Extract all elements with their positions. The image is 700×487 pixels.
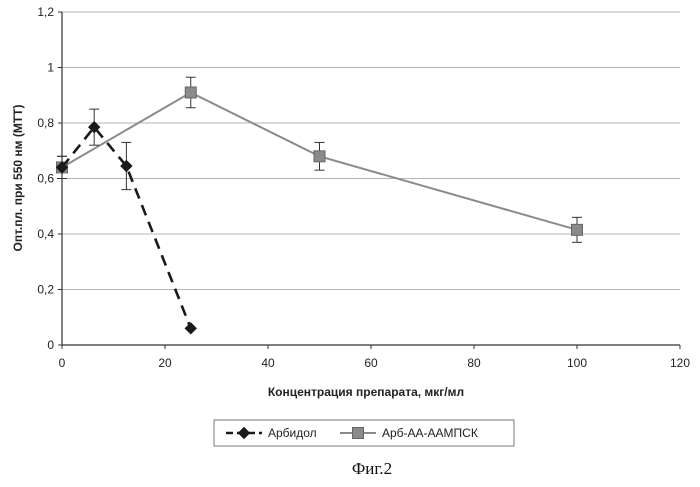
y-tick-labels: 0 0,2 0,4 0,6 0,8 1 1,2 (37, 5, 54, 352)
x-tick-label: 120 (670, 356, 690, 370)
series-layer (57, 77, 583, 334)
y-tick-label: 0,6 (37, 172, 54, 186)
y-tick-label: 0 (47, 338, 54, 352)
legend-label: Арб-АА-ААМПСК (382, 426, 478, 440)
figure-caption: Фиг.2 (352, 459, 392, 478)
y-tick-label: 1,2 (37, 5, 54, 19)
x-tick-label: 20 (158, 356, 172, 370)
y-axis-title: Опт.пл. при 550 нм (МТТ) (11, 104, 25, 251)
y-tick-label: 0,8 (37, 116, 54, 130)
x-tick-label: 100 (567, 356, 587, 370)
axes (58, 12, 680, 349)
legend-label: Арбидол (268, 426, 317, 440)
x-axis-title: Концентрация препарата, мкг/мл (268, 385, 464, 399)
y-tick-label: 0,4 (37, 227, 54, 241)
data-point-diamond (185, 323, 196, 334)
legend: Арбидол Арб-АА-ААМПСК (214, 420, 514, 446)
y-tick-label: 0,2 (37, 283, 54, 297)
x-tick-label: 60 (364, 356, 378, 370)
data-point-square (185, 87, 196, 98)
y-tick-label: 1 (47, 61, 54, 75)
legend-marker-square (353, 428, 364, 439)
data-point-square (314, 151, 325, 162)
grid-lines (62, 12, 680, 290)
x-tick-label: 40 (261, 356, 275, 370)
x-tick-labels: 0 20 40 60 80 100 120 (59, 356, 691, 370)
x-tick-label: 80 (467, 356, 481, 370)
data-point-square (572, 224, 583, 235)
x-tick-label: 0 (59, 356, 66, 370)
